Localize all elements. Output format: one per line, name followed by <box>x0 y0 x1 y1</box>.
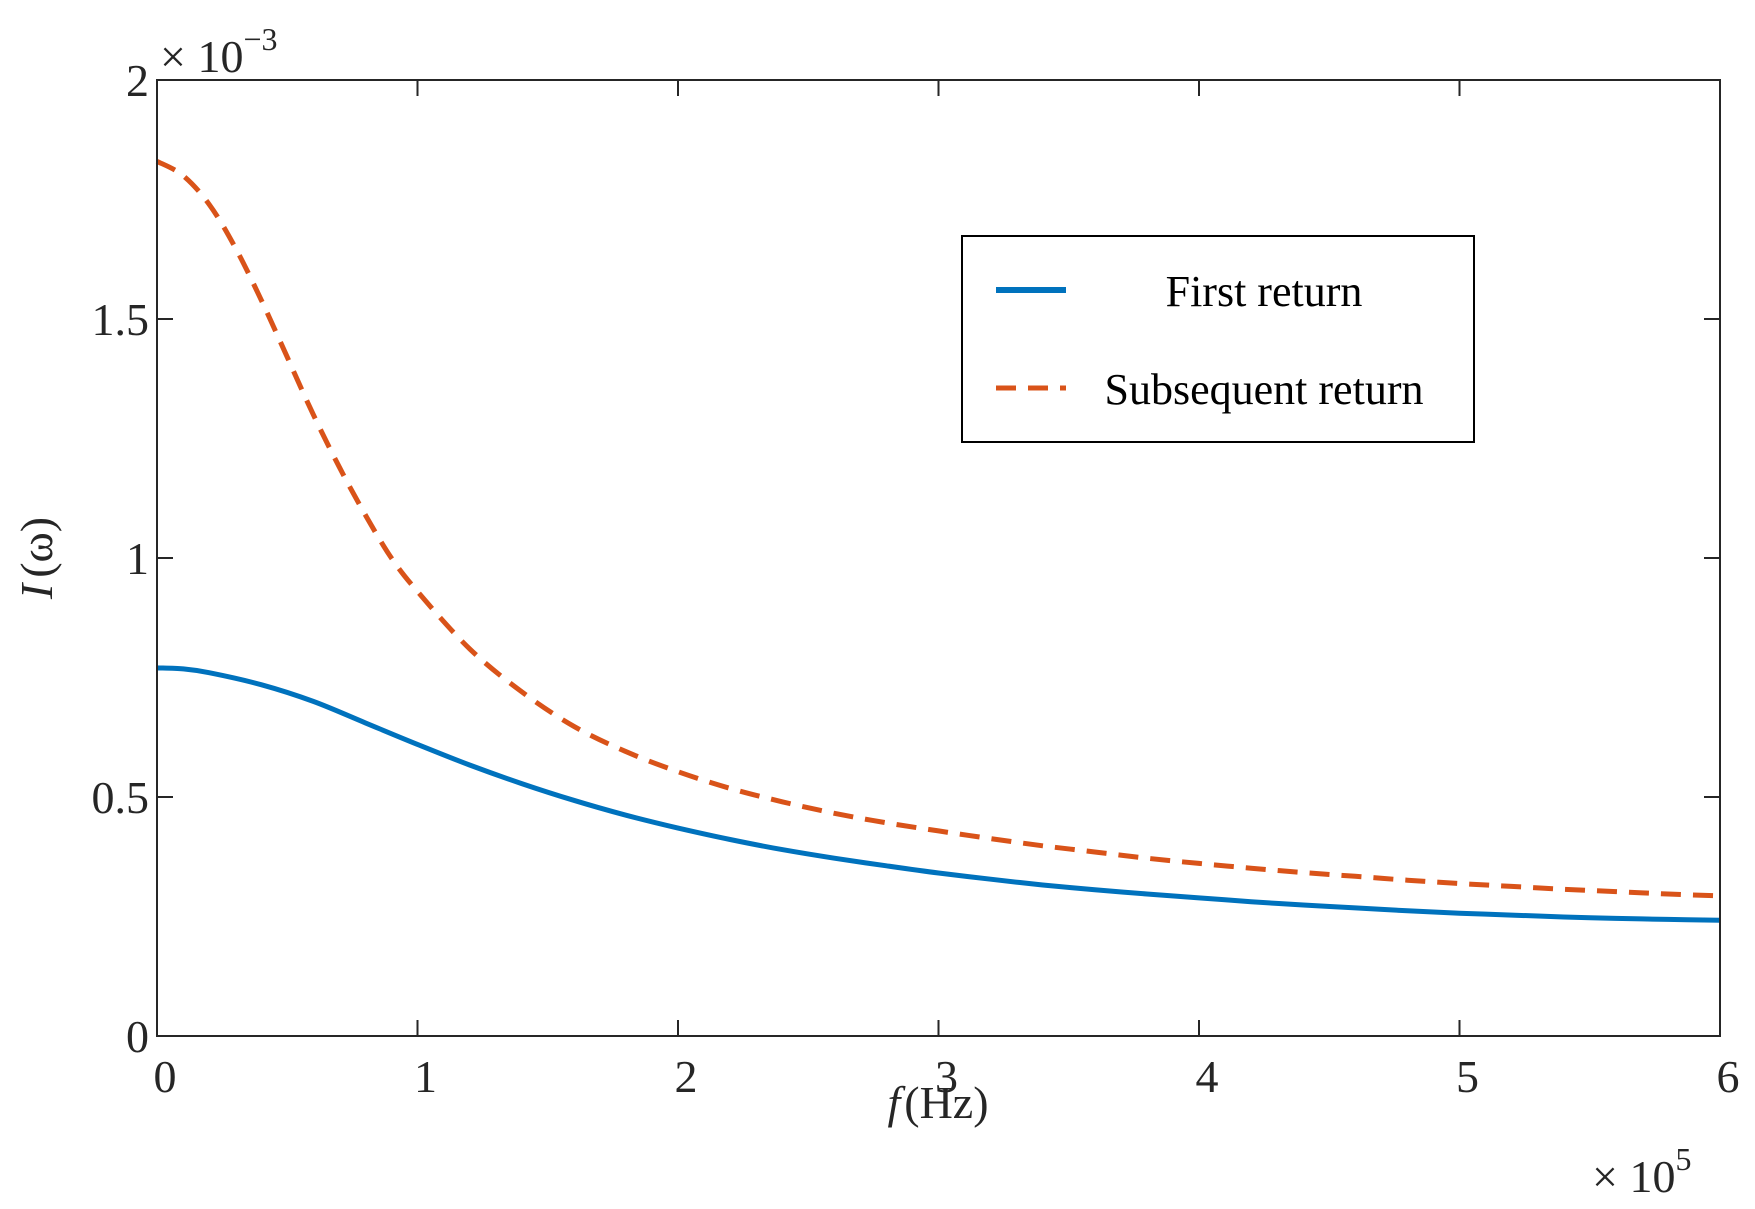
y-multiplier-exponent: −3 <box>243 21 277 57</box>
y-tick-label: 1.5 <box>92 294 150 345</box>
series-line-first-return <box>156 665 1721 923</box>
x-multiplier: × 105 <box>1592 1141 1691 1202</box>
plot-lines <box>155 159 1721 923</box>
x-tick-label: 4 <box>1196 1051 1219 1102</box>
y-axis-label: I (ω) <box>11 517 62 600</box>
y-axis-argument: (ω) <box>11 517 62 578</box>
y-axis-variable: I <box>11 581 62 600</box>
y-tick-label: 0.5 <box>92 772 150 823</box>
y-tick-label: 0 <box>126 1011 149 1062</box>
x-tick-label: 1 <box>414 1051 437 1102</box>
x-tick-label: 0 <box>154 1051 177 1102</box>
legend-label-subsequent-return: Subsequent return <box>1105 365 1424 414</box>
x-tick-label: 2 <box>675 1051 698 1102</box>
x-axis-ticks: 0 1 2 3 4 5 6 <box>154 80 1740 1102</box>
y-tick-label: 2 <box>126 55 149 106</box>
legend: First return Subsequent return <box>961 235 1475 443</box>
y-axis-ticks: 0 0.5 1 1.5 2 <box>92 55 1720 1062</box>
x-tick-label: 5 <box>1456 1051 1479 1102</box>
x-tick-label: 3 <box>935 1051 958 1102</box>
x-multiplier-exponent: 5 <box>1675 1141 1691 1177</box>
y-multiplier: × 10−3 <box>160 21 278 82</box>
series-line-subsequent-return <box>155 159 1721 899</box>
y-multiplier-base: × 10 <box>160 31 243 82</box>
x-axis-unit: (Hz) <box>904 1077 988 1128</box>
legend-label-first-return: First return <box>1166 267 1363 316</box>
y-tick-label: 1 <box>126 533 149 584</box>
x-multiplier-base: × 10 <box>1592 1151 1675 1202</box>
legend-box <box>961 235 1475 443</box>
x-tick-label: 6 <box>1717 1051 1740 1102</box>
